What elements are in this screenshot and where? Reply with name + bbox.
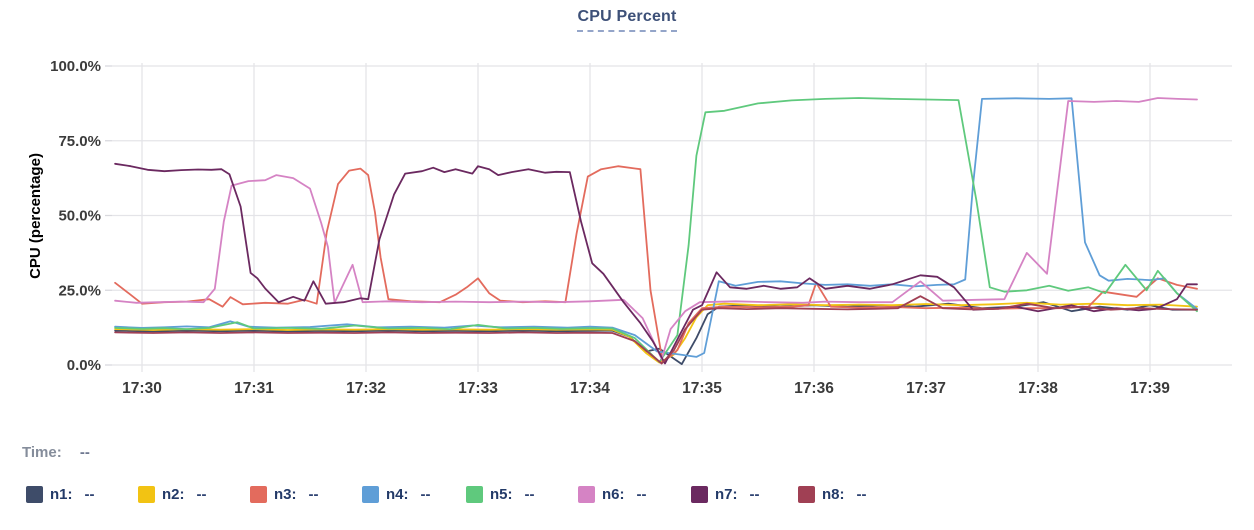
legend-label-n2: n2: [162, 486, 185, 503]
legend-item-n5[interactable]: n5: -- [466, 486, 535, 503]
legend-item-n2[interactable]: n2: -- [138, 486, 207, 503]
legend-swatch-n7 [691, 486, 708, 503]
legend-label-n6: n6: [602, 486, 625, 503]
x-tick-label: 17:38 [1018, 380, 1058, 397]
series-line-n7[interactable] [114, 162, 1198, 365]
legend-value-n5: -- [524, 486, 535, 503]
y-tick-label: 100.0% [50, 58, 101, 75]
chart-title[interactable]: CPU Percent [577, 8, 677, 32]
y-tick-label: 0.0% [67, 357, 101, 374]
x-tick-label: 17:33 [458, 380, 498, 397]
legend-item-n8[interactable]: n8: -- [798, 486, 867, 503]
legend-item-n3[interactable]: n3: -- [250, 486, 319, 503]
legend-label-n3: n3: [274, 486, 297, 503]
y-tick-label: 25.0% [58, 282, 101, 299]
x-tick-label: 17:30 [122, 380, 162, 397]
x-tick-label: 17:31 [234, 380, 274, 397]
x-tick-label: 17:37 [906, 380, 946, 397]
legend-label-n7: n7: [715, 486, 738, 503]
y-tick-label: 75.0% [58, 133, 101, 150]
legend-swatch-n3 [250, 486, 267, 503]
legend-value-n7: -- [749, 486, 760, 503]
legend-value-n4: -- [420, 486, 431, 503]
y-tick-label: 50.0% [58, 208, 101, 225]
title-row: CPU Percent [0, 8, 1254, 32]
legend-item-n1[interactable]: n1: -- [26, 486, 95, 503]
x-tick-label: 17:36 [794, 380, 834, 397]
series-line-n8[interactable] [114, 295, 1198, 365]
x-tick-label: 17:35 [682, 380, 722, 397]
chart-canvas[interactable]: 0.0% 25.0% 50.0% 75.0% 100.0% 17:30 17:31 17:32… [0, 0, 1254, 425]
y-axis-label: CPU (percentage) [27, 153, 44, 279]
legend-swatch-n1 [26, 486, 43, 503]
legend-item-n6[interactable]: n6: -- [578, 486, 647, 503]
legend-value-n1: -- [84, 486, 95, 503]
legend-item-n4[interactable]: n4: -- [362, 486, 431, 503]
legend-value-n3: -- [308, 486, 319, 503]
legend-label-n1: n1: [50, 486, 73, 503]
legend-value-n8: -- [856, 486, 867, 503]
x-tick-label: 17:34 [570, 380, 610, 397]
chart-legend: n1: -- n2: -- n3: -- n4: -- n5: -- n6: -- n7: -- n8: -- [0, 486, 1254, 510]
time-readout: Time: -- [22, 444, 90, 461]
legend-swatch-n6 [578, 486, 595, 503]
legend-label-n5: n5: [490, 486, 513, 503]
chart-gridlines [105, 63, 1232, 372]
chart-series [114, 97, 1198, 366]
legend-item-n7[interactable]: n7: -- [691, 486, 760, 503]
series-line-n5[interactable] [114, 97, 1198, 363]
legend-swatch-n2 [138, 486, 155, 503]
legend-label-n8: n8: [822, 486, 845, 503]
legend-label-n4: n4: [386, 486, 409, 503]
x-tick-label: 17:39 [1130, 380, 1170, 397]
x-tick-label: 17:32 [346, 380, 386, 397]
cpu-percent-chart[interactable]: 0.0% 25.0% 50.0% 75.0% 100.0% 17:30 17:31 17:32… [0, 0, 1254, 425]
time-value: -- [79, 444, 90, 461]
time-label: Time: [22, 444, 62, 461]
legend-swatch-n4 [362, 486, 379, 503]
legend-value-n6: -- [636, 486, 647, 503]
legend-swatch-n8 [798, 486, 815, 503]
legend-value-n2: -- [196, 486, 207, 503]
series-line-n6[interactable] [114, 97, 1198, 360]
legend-swatch-n5 [466, 486, 483, 503]
